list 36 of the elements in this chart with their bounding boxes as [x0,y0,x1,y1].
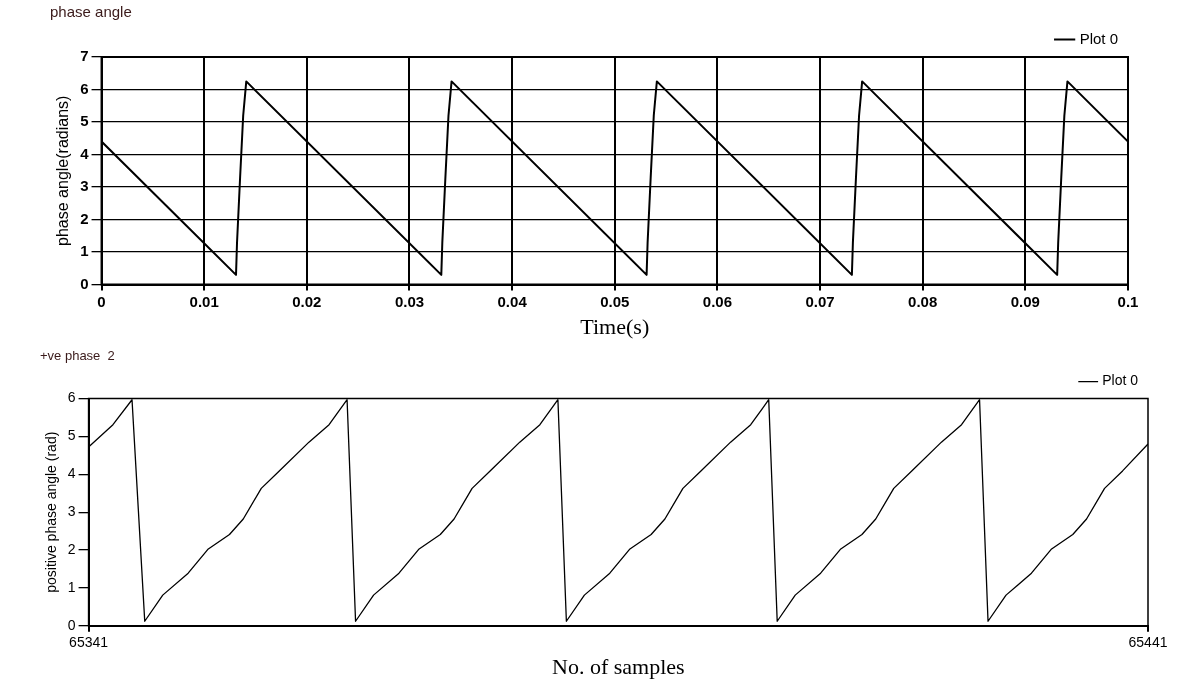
x-tick-label: 0 [97,292,106,310]
y-tick-label: 3 [80,177,89,195]
x-tick-label: 0.09 [1010,292,1040,310]
y-tick-label: 5 [80,112,89,130]
x-tick-label: 0.06 [702,292,733,310]
y-tick-label: 5 [67,427,76,444]
y-tick-label: 0 [80,274,89,292]
x-tick-label: 0.03 [394,292,425,310]
x-tick-label: 0.05 [600,292,630,310]
x-tick-label: 0.02 [292,292,322,310]
x-tick-label: 0.08 [908,292,938,310]
x-tick-label: 65441 [1128,634,1168,651]
x-tick-label: 0.04 [497,292,528,310]
y-tick-label: 7 [80,47,89,65]
y-tick-label: 1 [67,578,76,595]
chart-title: +ve phase 2 [40,348,115,364]
x-tick-label: 0.07 [805,292,835,310]
legend-label: Plot 0 [1102,372,1139,389]
x-tick-label: 0.1 [1117,292,1139,310]
x-tick-label: 0.01 [189,292,219,310]
y-tick-label: 6 [80,79,89,97]
y-tick-label: 1 [80,242,89,260]
x-tick-label: 65341 [69,634,109,651]
y-axis-title: positive phase angle (rad) [43,431,60,593]
y-tick-label: 6 [67,389,76,406]
chart-title: phase angle [50,3,132,21]
legend-label: Plot 0 [1079,29,1118,47]
x-axis-title: Time(s) [580,313,650,339]
y-axis-title: phase angle(radians) [54,95,72,246]
y-tick-label: 4 [80,144,90,162]
y-tick-label: 2 [67,540,76,557]
y-tick-label: 3 [67,503,76,520]
x-axis-title: No. of samples [552,653,685,679]
y-tick-label: 4 [67,465,76,482]
y-tick-label: 0 [67,616,76,633]
y-tick-label: 2 [80,209,89,227]
